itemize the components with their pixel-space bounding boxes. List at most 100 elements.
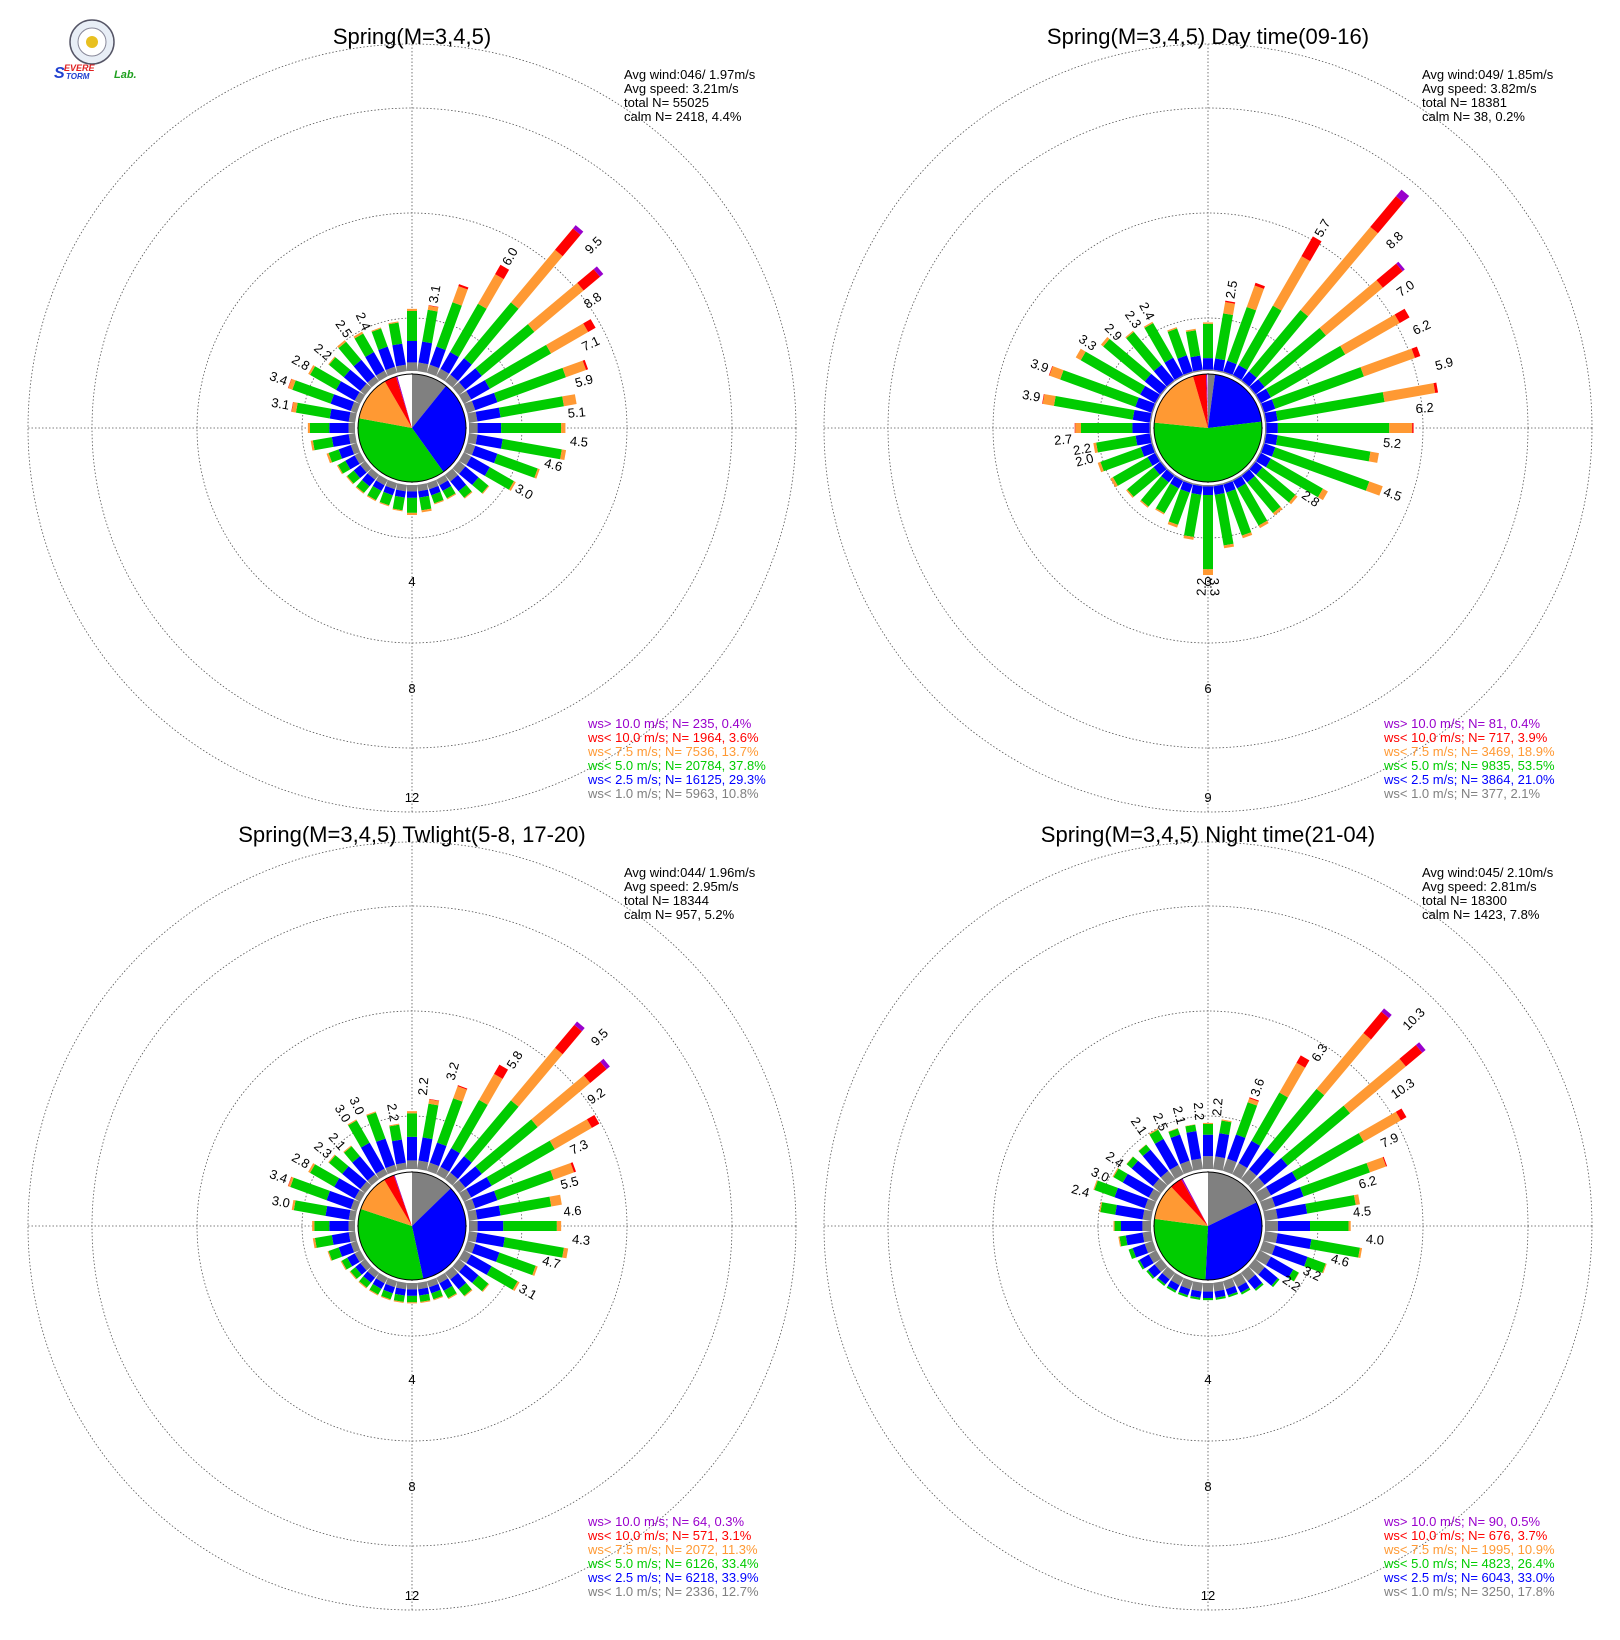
wind-bar-segment [1248,1177,1265,1194]
wind-bar-segment [1317,488,1328,501]
wind-bar-segment [427,305,439,312]
wind-bar-segment [1160,1170,1176,1186]
wind-bar-segment [1213,484,1225,495]
wind-bar-segment [486,1266,518,1290]
wind-bar-segment [328,1247,343,1261]
wind-bar-segment [1222,1158,1237,1175]
wind-bar-segment [444,1266,458,1280]
wind-bar-segment [1114,1187,1149,1209]
direction-value-label: 2.1 [1170,1105,1189,1126]
wind-bar-segment [1241,532,1253,539]
ring-label: 8 [408,681,415,696]
wind-bar-segment [1396,261,1405,272]
wind-bar-segment [1185,1124,1197,1133]
wind-bar-segment [348,1210,357,1222]
wind-bar-segment [1271,367,1364,409]
wind-bar-segment [347,470,361,484]
wind-bar-segment [572,225,584,235]
ring-label: 3 [1204,574,1211,589]
wind-bar-segment [1166,468,1176,476]
wind-bar-segment [383,485,396,496]
wind-bar-segment [450,1156,472,1179]
wind-bar-segment [1232,476,1246,489]
wind-bar-segment [341,1257,353,1270]
wind-bar-segment [443,1285,457,1299]
direction-value-label: 2.8 [289,352,312,374]
wind-bar-segment [1238,1140,1261,1169]
wind-bar-segment [428,1283,441,1294]
windrose-panels: 4 8 12 Spring(M=3,4,5) Avg wind:046/ 1.97m/s… [27,24,1593,1611]
wind-bar-segment [467,432,478,445]
direction-value-label: 3.1 [426,284,444,304]
wind-bar-segment [1166,380,1176,388]
pie-slice [395,376,412,428]
wind-bar-segment [1272,506,1283,516]
wind-bar-segment [464,1289,473,1297]
wind-bar-segment [1275,1233,1312,1250]
wind-bar-segment [1275,435,1371,462]
wind-bar-segment [310,366,342,390]
wind-bar-segment [354,1189,366,1202]
wind-bar-segment [1223,302,1235,316]
wind-bar-segment [1135,397,1155,413]
legend-entry: ws< 2.5 m/s; N= 3864, 21.0% [1383,772,1555,787]
wind-bar-segment [1144,1240,1157,1254]
wind-bar-segment [1126,1156,1139,1169]
wind-bar-segment [1168,1128,1181,1138]
wind-bar-segment [496,1252,536,1276]
direction-value-label: 2.4 [1070,1181,1091,1200]
direction-value-label: 2.0 [1074,450,1095,469]
direction-value-label: 7.3 [568,1136,591,1157]
stat-line: total N= 18381 [1422,95,1507,110]
wind-bar-segment [1166,1285,1177,1293]
wind-bar-segment [1180,481,1193,493]
wind-bar-segment [459,1264,479,1283]
stat-line: total N= 55025 [624,95,709,110]
wind-bar-segment [422,309,438,344]
stat-line: Avg speed: 2.95m/s [624,879,739,894]
wind-bar-segment [326,453,332,464]
ring-label: 6 [1204,681,1211,696]
wind-bar-segment [577,269,601,291]
wind-bar-segment [426,1277,439,1288]
wind-bar-segment [1180,1160,1194,1175]
wind-bar-segment [436,302,462,350]
wind-bar-segment [1127,467,1160,497]
wind-bar-segment [1170,1134,1190,1165]
wind-bar-segment [1232,365,1248,380]
wind-bar-segment [1212,1156,1226,1171]
wind-bar-segment [1249,461,1263,475]
wind-bar-segment [1225,1285,1238,1296]
wind-bar-segment [1365,481,1383,496]
wind-bar-segment [1126,331,1162,372]
wind-bar-segment [1147,452,1160,466]
wind-bar-segment [510,249,563,309]
direction-value-label: 3.0 [1089,1164,1112,1185]
wind-bar-segment [396,1162,408,1171]
legend-entry: ws< 10.0 m/s; N= 1964, 3.6% [587,730,759,745]
wind-bar-segment [452,286,468,306]
wind-bar-segment [471,445,498,464]
wind-bar-segment [350,1267,362,1279]
wind-bar-segment [334,1178,360,1199]
wind-bar-segment [471,1243,500,1262]
direction-value-label: 3.0 [513,481,536,503]
ring-label: 8 [1204,1479,1211,1494]
wind-bar-segment [467,411,478,424]
wind-bar-segment [1144,322,1174,363]
stat-line: Avg speed: 3.82m/s [1422,81,1537,96]
wind-bar-segment [369,1283,382,1295]
wind-bar-segment [431,491,444,504]
wind-bar-segment [383,1283,396,1294]
wind-bar-segment [328,1154,336,1163]
wind-bar-segment [372,1278,385,1289]
wind-bar-segment [328,356,336,365]
wind-bar-segment [560,449,567,460]
wind-bar-segment [439,480,452,491]
wind-bar-segment [1156,1277,1166,1287]
wind-bar-segment [1247,476,1281,514]
wind-bar-segment [1366,1157,1387,1173]
wind-bar-segment [378,346,396,371]
wind-bar-segment [429,1142,447,1167]
wind-bar-segment [495,264,510,280]
